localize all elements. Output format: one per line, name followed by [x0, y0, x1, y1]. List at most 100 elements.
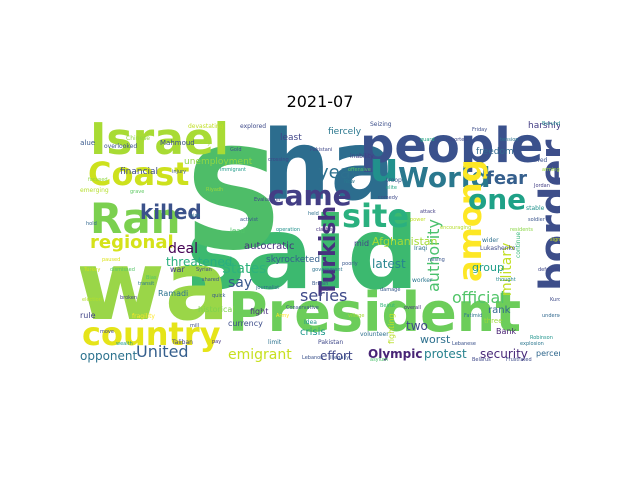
word-States: States	[222, 261, 267, 277]
word-government: government	[312, 267, 343, 273]
word-pay: pay	[212, 339, 222, 345]
word-continue: continue	[515, 231, 522, 258]
word-lebanese: Lebanese	[452, 341, 476, 347]
word-focused: focused	[88, 177, 108, 183]
word-United: United	[136, 342, 189, 361]
word-Burundi: Burundi	[542, 121, 560, 127]
word-ha: ha	[262, 118, 396, 222]
word-people: people	[360, 118, 544, 174]
word-pick: pick	[190, 213, 201, 219]
word-kurdish: Kurdish	[550, 297, 560, 303]
word-value: value	[80, 139, 96, 147]
word-limit: limit	[268, 339, 282, 346]
word-paused: paused	[102, 257, 121, 263]
word-wealth: wealth	[116, 341, 133, 347]
word-army: Army	[276, 313, 290, 319]
word-S: S	[184, 120, 284, 281]
word-jordan: Jordan	[534, 183, 550, 189]
word-power: power	[410, 217, 426, 223]
word-fiercely: fiercely	[328, 127, 362, 137]
word-year: year	[318, 162, 359, 183]
word-Mahmoud: Mahmoud	[160, 139, 195, 147]
word-fighting: fighting	[387, 313, 396, 344]
word-emigrant: emigrant	[228, 347, 292, 363]
word-reported: comedy	[378, 195, 398, 201]
word-volunteer: volunteer	[360, 331, 389, 338]
word-defense: defense	[538, 267, 558, 273]
word-fatimid: Fatimid	[464, 313, 483, 319]
word-three: three	[484, 317, 503, 325]
word-Frustrated: Frustrated	[506, 357, 532, 363]
word-illegally: illegally	[330, 355, 350, 361]
word-came: came	[268, 179, 352, 212]
word-rule: rule	[80, 311, 96, 320]
word-arming: arming	[542, 167, 560, 173]
word-operation: operation	[276, 227, 301, 233]
word-Ramadi: Ramadi	[158, 289, 189, 298]
word-comedy: attack	[420, 209, 436, 215]
word-Chinese: Chinese	[126, 135, 150, 142]
word-regional: regional	[90, 232, 174, 253]
word-President: President	[228, 281, 522, 344]
word-said: said	[186, 195, 419, 312]
word-threatened: threatened	[166, 255, 233, 269]
word-autocratic: autocratic	[244, 241, 295, 252]
word-underscored: underscored	[542, 313, 560, 319]
word-fight: fight	[250, 307, 269, 316]
word-pakistani: Pakistani	[310, 147, 333, 153]
word-Lebanon: Lebanon	[302, 355, 324, 361]
word-series: series	[300, 286, 348, 305]
word-fear: fear	[486, 168, 528, 189]
word-conservative: Conservative	[286, 305, 319, 311]
word-Pakistan: Pakistan	[318, 339, 344, 346]
word-encouraging: encouraging	[440, 225, 472, 231]
word-mill: mill	[190, 323, 200, 329]
word-killed: killed	[140, 200, 202, 224]
word-transit: transit	[138, 281, 155, 287]
word-overlooked: overlooked	[104, 143, 138, 150]
figure-title: 2021-07	[286, 92, 354, 111]
word-Coast: Coast	[88, 155, 190, 193]
word-deal: deal	[168, 241, 198, 257]
word-Iraqi: Iraqi	[414, 245, 428, 252]
word-worker: worker	[412, 277, 433, 284]
word-bias: Bias	[146, 275, 157, 281]
word-elite: elite	[386, 185, 397, 191]
word-crisis: crisis	[300, 327, 326, 338]
word-village: village	[348, 313, 365, 319]
word-freedom: freedom	[476, 147, 514, 157]
word-Syrian: Syrian	[196, 267, 212, 273]
word-inability: inability	[350, 153, 374, 160]
word-grave: grave	[130, 189, 145, 195]
word-immigrant: immigrant	[220, 167, 246, 173]
word-quick: quick	[212, 293, 226, 299]
word-turkey: Turkey	[84, 267, 101, 273]
word-fragility: fragility	[132, 313, 155, 320]
word-World: World	[398, 161, 491, 194]
word-poorly: poorly	[342, 261, 358, 267]
word-sign: sign	[550, 237, 560, 243]
word-clashed: clashed	[316, 227, 336, 233]
word-raising: raising	[428, 257, 445, 263]
word-currency: currency	[228, 319, 263, 328]
word-opponent: opponent	[80, 349, 138, 363]
word-hold: hold	[86, 221, 97, 227]
word-city: city	[200, 139, 211, 146]
word-riyadh: Riyadh	[206, 187, 224, 193]
word-explosion: explosion	[520, 341, 544, 347]
word-percent: percent	[536, 349, 560, 358]
word-Evaluation: crossing	[268, 157, 289, 163]
word-beirut: Beirut	[380, 303, 396, 309]
word-rank: rank	[488, 305, 511, 316]
word-dismissed: dismissed	[110, 267, 135, 273]
word-gold: Gold	[230, 147, 242, 153]
word-troop: troop	[386, 177, 402, 184]
word-protest: protest	[424, 347, 467, 361]
word-soldier: soldier	[528, 217, 545, 223]
word-Now: Now	[344, 179, 355, 185]
word-offensive: offensive	[348, 167, 371, 173]
word-wider: wider	[482, 237, 499, 244]
word-harshly: harshly	[528, 121, 560, 131]
word-evaluation: Evaluation	[254, 197, 281, 203]
word-financial: financial	[120, 167, 159, 177]
